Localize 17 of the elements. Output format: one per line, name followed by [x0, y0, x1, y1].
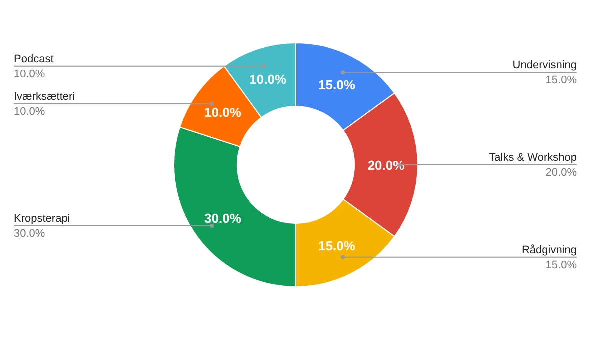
- data-label: 30.0%: [204, 211, 242, 226]
- text: 15.0%: [546, 74, 577, 87]
- data-label: 15.0%: [318, 78, 356, 93]
- slice-label: Undervisning: [512, 60, 577, 72]
- data-label: 15.0%: [318, 238, 356, 254]
- text: 10.0%: [14, 68, 46, 80]
- slice-label: Kropsterapi: [14, 212, 70, 225]
- text: 10.0%: [14, 106, 46, 118]
- slice-label: Iværksætteri: [14, 91, 76, 104]
- slice-label: Talks & Workshop: [489, 152, 577, 164]
- data-label: 10.0%: [204, 104, 242, 120]
- text: 15.0%: [546, 259, 577, 272]
- text: 30.0%: [14, 228, 46, 240]
- slice-label: Rådgivning: [522, 244, 577, 256]
- data-label: 10.0%: [250, 72, 287, 88]
- slice-label: Podcast: [14, 53, 54, 66]
- text: 20.0%: [546, 167, 577, 179]
